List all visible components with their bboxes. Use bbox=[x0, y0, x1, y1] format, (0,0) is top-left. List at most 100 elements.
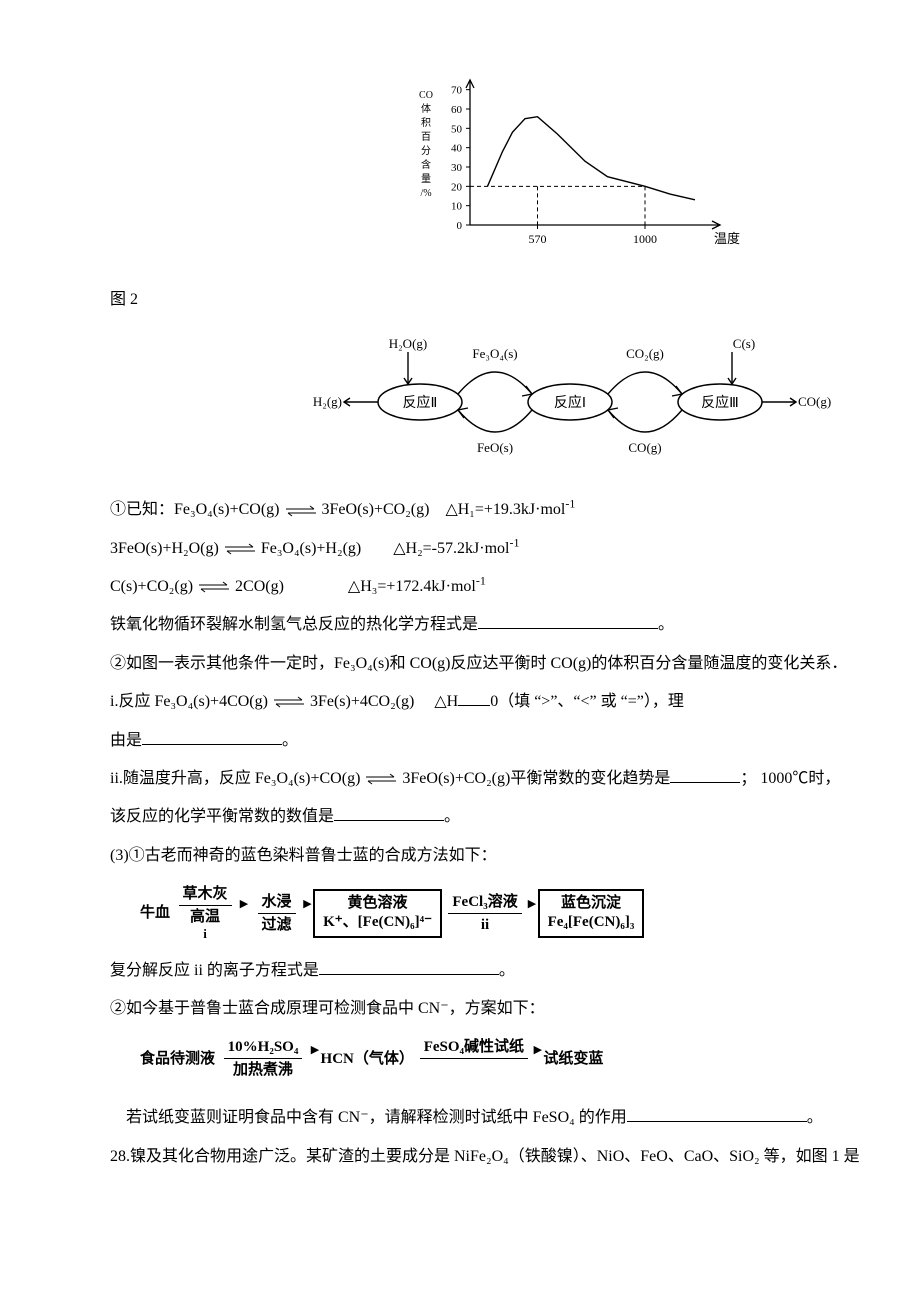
q3-1: (3)①古老而神奇的蓝色染料普鲁士蓝的合成方法如下： bbox=[110, 837, 920, 875]
eq2-lhs: 3FeO(s)+H₂O(g) bbox=[110, 540, 219, 557]
synth-s2-top: 水浸 bbox=[258, 893, 296, 914]
svg-text:0: 0 bbox=[457, 220, 463, 232]
eq3-rhs: 2CO(g) △H₃=+172.4kJ·mol bbox=[235, 578, 476, 595]
cycle-diagram-wrapper: 反应Ⅱ反应Ⅰ反应ⅢFe₃O₄(s)FeO(s)CO₂(g)CO(g)H₂(g)H… bbox=[110, 330, 920, 485]
blank-reason bbox=[142, 728, 282, 745]
svg-text:FeO(s): FeO(s) bbox=[477, 440, 513, 455]
svg-text:570: 570 bbox=[529, 232, 547, 246]
svg-text:50: 50 bbox=[451, 123, 463, 135]
synth-s2-bot: 过滤 bbox=[258, 914, 296, 934]
synth-step2: 水浸 过滤 bbox=[250, 893, 304, 934]
arrow-right-icon: ▸ bbox=[240, 886, 250, 922]
synth-s1-bot: 高温 bbox=[186, 906, 224, 926]
blank-trend bbox=[670, 766, 740, 783]
line-i: i.反应 Fe₃O₄(s)+4CO(g) 3Fe(s)+4CO₂(g) △H0（… bbox=[110, 683, 920, 721]
line-ii-end: 。 bbox=[444, 808, 460, 825]
svg-text:反应Ⅲ: 反应Ⅲ bbox=[701, 394, 739, 411]
line-i-reason-text: 由是 bbox=[110, 732, 142, 749]
total-reaction-text: 铁氧化物循环裂解水制氢气总反应的热化学方程式是 bbox=[110, 616, 478, 633]
synth-box1-l1: 黄色溶液 bbox=[323, 894, 432, 914]
synth-step3: FeCl₃溶液 ii bbox=[442, 893, 528, 934]
svg-text:反应Ⅱ: 反应Ⅱ bbox=[403, 394, 438, 411]
svg-text:CO(g): CO(g) bbox=[798, 394, 831, 409]
q3-2b: 若试纸变蓝则证明食品中含有 CN⁻，请解释检测时试纸中 FeSO₄ 的作用 。 bbox=[110, 1099, 920, 1137]
line-ii-b2: ； 1000℃时， bbox=[740, 770, 840, 787]
svg-text:C(s): C(s) bbox=[733, 336, 755, 351]
svg-text:分: 分 bbox=[421, 145, 431, 157]
para-2: ②如图一表示其他条件一定时，Fe₃O₄(s)和 CO(g)反应达平衡时 CO(g… bbox=[110, 645, 920, 683]
equilibrium-arrow-icon bbox=[364, 772, 398, 786]
figure2-label: 图 2 bbox=[110, 281, 920, 319]
line-i-reason: 由是 。 bbox=[110, 722, 920, 760]
equilibrium-arrow-icon bbox=[223, 542, 257, 556]
q3-2b-a: 若试纸变蓝则证明食品中含有 CN⁻，请解释检测时试纸中 FeSO₄ 的作用 bbox=[110, 1109, 627, 1126]
eq3-line: C(s)+CO₂(g) 2CO(g) △H₃=+172.4kJ·mol-1 bbox=[110, 568, 920, 606]
equilibrium-arrow-icon bbox=[197, 580, 231, 594]
arrow-right-icon: ▸ bbox=[304, 886, 314, 922]
q3-1b: 复分解反应 ii 的离子方程式是。 bbox=[110, 952, 920, 990]
synth-box2: 蓝色沉淀 Fe₄[Fe(CN)₆]₃ bbox=[538, 889, 645, 938]
svg-text:30: 30 bbox=[451, 162, 463, 174]
svg-text:温度: 温度 bbox=[714, 231, 740, 246]
flow2-a: 食品待测液 bbox=[140, 1041, 215, 1077]
synth-box2-l1: 蓝色沉淀 bbox=[548, 894, 635, 914]
flow2-step2: FeSO₄碱性试纸 bbox=[414, 1038, 534, 1079]
svg-text:百: 百 bbox=[421, 131, 431, 143]
eq2-rhs: Fe₃O₄(s)+H₂(g) △H₂=-57.2kJ·mol bbox=[261, 540, 510, 557]
eq1-sup: -1 bbox=[565, 497, 575, 511]
synthesis-flow-2: 食品待测液 10%H₂SO₄ 加热煮沸 ▸ HCN（气体） FeSO₄碱性试纸 … bbox=[140, 1038, 920, 1079]
synth-s0: 牛血 bbox=[140, 895, 170, 931]
svg-text:/%: /% bbox=[420, 188, 431, 199]
svg-text:含: 含 bbox=[421, 158, 431, 171]
svg-text:积: 积 bbox=[421, 117, 431, 129]
flow2-c: HCN（气体） bbox=[321, 1041, 414, 1077]
svg-text:20: 20 bbox=[451, 181, 463, 193]
synth-box2-l2: Fe₄[Fe(CN)₆]₃ bbox=[548, 913, 635, 933]
line-ii-c: 该反应的化学平衡常数的数值是 bbox=[110, 808, 334, 825]
eq1-rhs: 3FeO(s)+CO₂(g) △H₁=+19.3kJ·mol bbox=[322, 501, 566, 518]
svg-text:H₂O(g): H₂O(g) bbox=[389, 336, 427, 351]
equilibrium-arrow-icon bbox=[272, 695, 306, 709]
line-ii-2: 该反应的化学平衡常数的数值是 。 bbox=[110, 798, 920, 836]
svg-text:体: 体 bbox=[421, 103, 431, 115]
total-reaction-line: 铁氧化物循环裂解水制氢气总反应的热化学方程式是。 bbox=[110, 606, 920, 644]
svg-text:CO: CO bbox=[419, 90, 433, 101]
svg-text:60: 60 bbox=[451, 104, 463, 116]
synth-step1: 草木灰 高温 i bbox=[170, 885, 240, 942]
blank-ionic bbox=[319, 958, 499, 975]
q3-1b-end: 。 bbox=[499, 962, 515, 979]
line-i-b: 3Fe(s)+4CO₂(g) △H bbox=[310, 693, 458, 710]
q3-2b-end: 。 bbox=[807, 1109, 823, 1126]
flow2-e: 试纸变蓝 bbox=[543, 1041, 603, 1077]
line-ii: ii.随温度升高，反应 Fe₃O₄(s)+CO(g) 3FeO(s)+CO₂(g… bbox=[110, 760, 920, 798]
eq2-line: 3FeO(s)+H₂O(g) Fe₃O₄(s)+H₂(g) △H₂=-57.2k… bbox=[110, 530, 920, 568]
blank-k bbox=[334, 804, 444, 821]
arrow-right-icon: ▸ bbox=[534, 1032, 544, 1068]
svg-text:1000: 1000 bbox=[633, 232, 657, 246]
synth-s3-top: FeCl₃溶液 bbox=[448, 893, 521, 914]
equilibrium-arrow-icon bbox=[284, 504, 318, 518]
line-i-end: 。 bbox=[282, 732, 298, 749]
svg-text:CO(g): CO(g) bbox=[628, 440, 661, 455]
eq1-lhs: ①已知：Fe₃O₄(s)+CO(g) bbox=[110, 501, 284, 518]
chart-figure: 0102030405060705701000CO体积百分含量/%温度 bbox=[110, 70, 920, 275]
svg-text:10: 10 bbox=[451, 201, 463, 213]
flow2-b-top: 10%H₂SO₄ bbox=[224, 1038, 303, 1059]
synthesis-flow-1: 牛血 草木灰 高温 i ▸ 水浸 过滤 ▸ 黄色溶液 K⁺、[Fe(CN)₆]⁴… bbox=[140, 885, 920, 942]
svg-text:H₂(g): H₂(g) bbox=[313, 394, 342, 409]
blank-total bbox=[478, 612, 658, 629]
svg-text:量: 量 bbox=[421, 173, 431, 185]
arrow-right-icon: ▸ bbox=[528, 886, 538, 922]
flow2-d-bot bbox=[468, 1059, 480, 1079]
synth-s3-bot: ii bbox=[477, 914, 493, 934]
line-ii-b: 3FeO(s)+CO₂(g)平衡常数的变化趋势是 bbox=[402, 770, 670, 787]
flow2-b-bot: 加热煮沸 bbox=[229, 1059, 297, 1079]
eq3-lhs: C(s)+CO₂(g) bbox=[110, 578, 193, 595]
q28: 28.镍及其化合物用途广泛。某矿渣的土要成分是 NiFe₂O₄（铁酸镍）、NiO… bbox=[110, 1138, 920, 1176]
synth-s1-sub: i bbox=[203, 926, 207, 942]
eq3-sup: -1 bbox=[476, 574, 486, 588]
eq2-sup: -1 bbox=[509, 535, 519, 549]
line-i-a: i.反应 Fe₃O₄(s)+4CO(g) bbox=[110, 693, 268, 710]
flow2-step1: 10%H₂SO₄ 加热煮沸 bbox=[215, 1038, 311, 1079]
synth-box1: 黄色溶液 K⁺、[Fe(CN)₆]⁴⁻ bbox=[313, 889, 442, 938]
